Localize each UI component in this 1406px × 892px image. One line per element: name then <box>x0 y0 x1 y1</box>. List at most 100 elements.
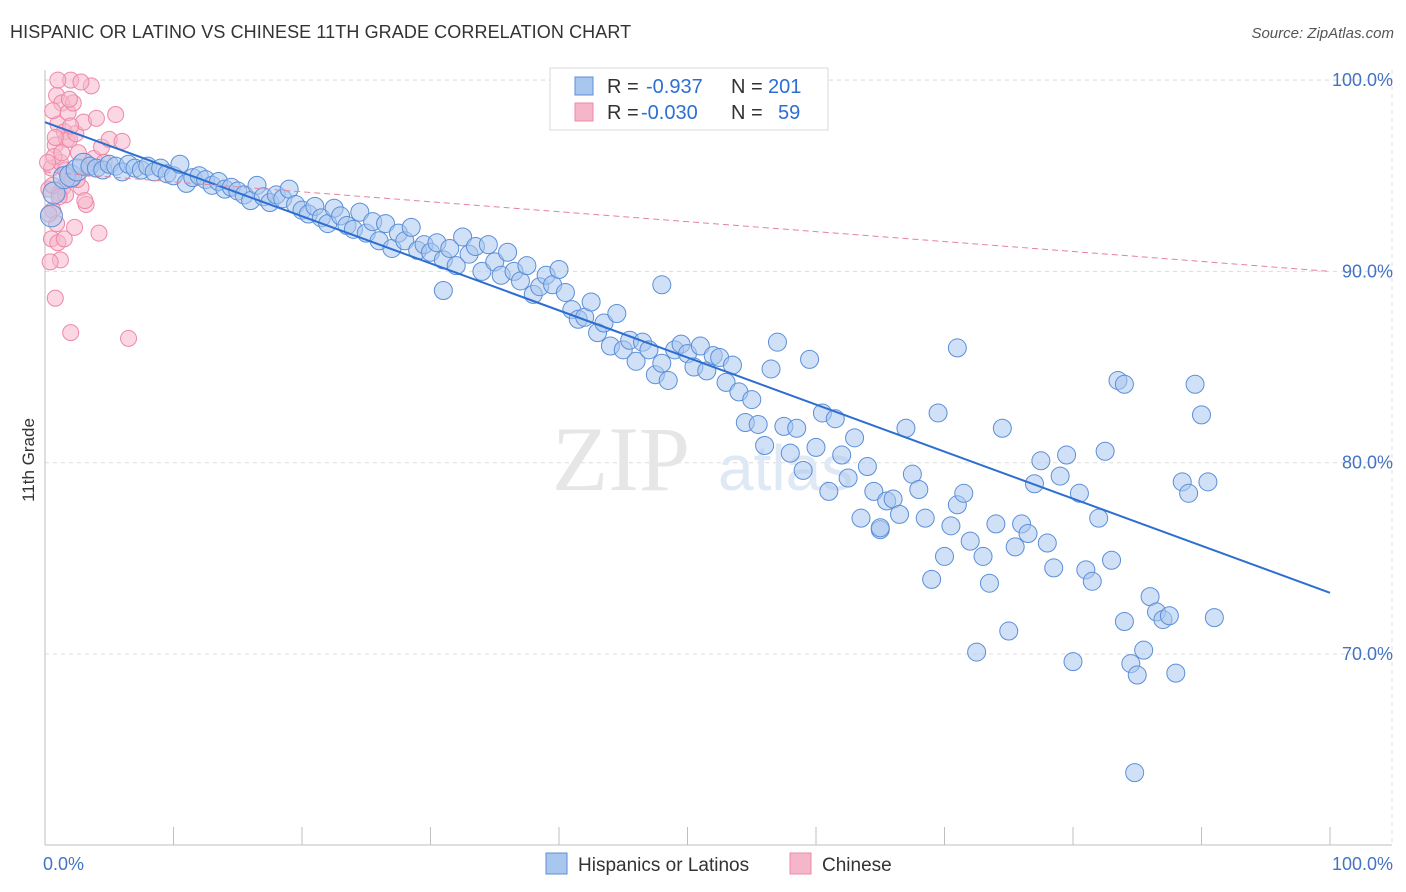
legend-r-label-pink: R = <box>607 102 639 124</box>
data-point-hispanic <box>890 504 910 524</box>
data-point-hispanic <box>716 372 736 392</box>
data-point-hispanic <box>652 275 672 295</box>
data-point-chinese <box>44 102 62 120</box>
bottom-legend-label-hispanic: Hispanics or Latinos <box>578 855 749 876</box>
data-point-hispanic <box>1057 445 1077 465</box>
data-point-chinese <box>76 192 94 210</box>
data-point-hispanic <box>350 202 370 222</box>
data-point-hispanic <box>1204 608 1224 628</box>
legend-swatch-pink <box>574 102 594 122</box>
data-point-hispanic <box>960 531 980 551</box>
data-point-hispanic <box>1005 537 1025 557</box>
data-point-hispanic <box>954 483 974 503</box>
data-point-chinese <box>62 324 80 342</box>
data-point-hispanic <box>401 217 421 237</box>
data-point-hispanic <box>967 642 987 662</box>
data-point-hispanic <box>1114 611 1134 631</box>
data-point-hispanic <box>1018 523 1038 543</box>
data-point-chinese <box>55 230 73 248</box>
data-point-hispanic <box>517 256 537 276</box>
data-point-hispanic <box>922 569 942 589</box>
data-point-chinese <box>41 253 59 271</box>
x-tick-label: 0.0% <box>43 854 84 874</box>
legend-r-value-pink: -0.030 <box>641 102 698 124</box>
legend-n-value-pink: 59 <box>778 102 800 124</box>
data-point-hispanic <box>433 281 453 301</box>
data-point-hispanic <box>800 349 820 369</box>
data-point-hispanic <box>1102 550 1122 570</box>
bottom-legend-label-chinese: Chinese <box>822 855 892 876</box>
data-point-hispanic <box>767 332 787 352</box>
data-point-hispanic <box>992 418 1012 438</box>
data-point-hispanic <box>1095 441 1115 461</box>
data-point-hispanic <box>690 336 710 356</box>
top-legend-box <box>549 67 829 131</box>
data-point-hispanic <box>1050 466 1070 486</box>
tick-labels: 100.0% 90.0% 80.0% 70.0% 0.0% 100.0% <box>43 70 1393 874</box>
data-point-hispanic <box>1089 508 1109 528</box>
data-point-hispanic <box>440 238 460 258</box>
data-point-chinese <box>87 109 105 127</box>
data-point-chinese <box>49 71 67 89</box>
data-point-hispanic <box>581 292 601 312</box>
data-point-chinese <box>107 106 125 124</box>
data-point-hispanic <box>1134 640 1154 660</box>
legend-r-label-blue: R = <box>607 76 639 98</box>
y-tick-label: 100.0% <box>1332 70 1393 90</box>
data-point-hispanic <box>376 214 396 234</box>
data-point-hispanic <box>819 481 839 501</box>
data-point-hispanic <box>780 443 800 463</box>
data-point-chinese <box>66 218 84 236</box>
data-point-hispanic <box>973 546 993 566</box>
data-point-hispanic <box>748 414 768 434</box>
trendline-hispanic <box>44 121 1331 594</box>
data-point-chinese <box>72 73 90 91</box>
data-point-hispanic <box>941 516 961 536</box>
data-point-hispanic <box>1192 405 1211 425</box>
data-point-hispanic <box>607 303 627 323</box>
data-point-hispanic <box>658 370 678 390</box>
data-point-chinese <box>46 289 64 307</box>
data-point-chinese <box>120 329 138 347</box>
data-point-hispanic <box>652 353 672 373</box>
data-point-hispanic <box>909 479 929 499</box>
data-point-chinese <box>53 144 71 162</box>
data-point-hispanic <box>999 621 1019 641</box>
data-point-hispanic <box>838 468 858 488</box>
data-point-hispanic <box>979 573 999 593</box>
legend-n-label-pink: N = <box>731 102 763 124</box>
legend-r-value-blue: -0.937 <box>646 76 703 98</box>
data-point-hispanic <box>1185 374 1205 394</box>
data-point-hispanic <box>1044 558 1064 578</box>
data-point-hispanic <box>1159 606 1179 626</box>
data-point-hispanic <box>864 481 884 501</box>
data-point-hispanic <box>845 428 865 448</box>
bottom-legend: Hispanics or Latinos Chinese <box>545 852 892 876</box>
data-point-hispanic <box>472 261 492 281</box>
legend-n-value-blue: 201 <box>768 76 801 98</box>
data-point-hispanic <box>851 508 871 528</box>
watermark: ZIP atlas <box>552 408 853 510</box>
y-axis-title: 11th Grade <box>19 418 38 502</box>
data-point-chinese <box>60 90 78 108</box>
data-point-hispanic <box>793 460 813 480</box>
data-point-hispanic <box>1114 374 1134 394</box>
data-point-hispanic <box>1127 665 1147 685</box>
legend-n-label-blue: N = <box>731 76 763 98</box>
data-point-hispanic <box>947 338 967 358</box>
data-point-hispanic <box>857 457 877 477</box>
data-point-hispanic <box>170 154 190 174</box>
data-point-hispanic <box>761 359 781 379</box>
data-point-chinese <box>113 132 131 150</box>
trendline-chinese <box>44 171 1331 272</box>
data-point-hispanic <box>986 514 1006 534</box>
data-point-hispanic <box>1037 533 1057 553</box>
data-point-chinese <box>39 153 57 171</box>
data-point-hispanic <box>755 435 775 455</box>
top-legend: R = -0.937 N = 201 R = -0.030 N = 59 <box>549 67 829 131</box>
data-point-hispanic <box>1063 652 1083 672</box>
bottom-legend-swatch-chinese <box>789 852 812 875</box>
data-point-hispanic <box>498 242 518 262</box>
data-point-hispanic <box>1125 763 1145 783</box>
